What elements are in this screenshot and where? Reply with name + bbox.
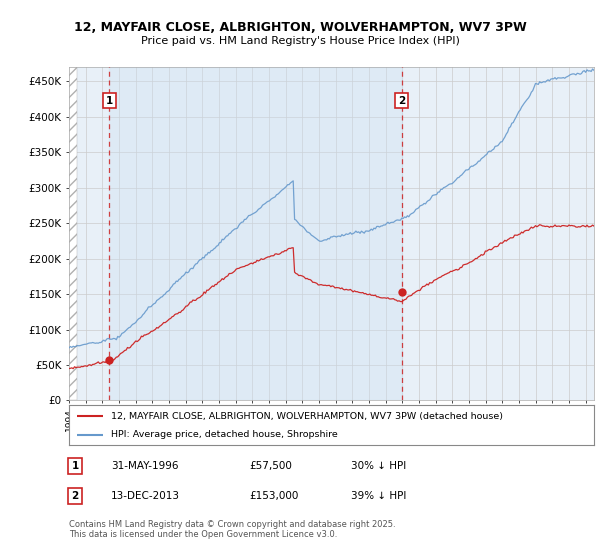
Text: 30% ↓ HPI: 30% ↓ HPI	[351, 461, 406, 471]
Bar	[109, 67, 401, 400]
Text: £153,000: £153,000	[249, 491, 298, 501]
Text: Price paid vs. HM Land Registry's House Price Index (HPI): Price paid vs. HM Land Registry's House …	[140, 36, 460, 46]
Text: 1: 1	[106, 96, 113, 105]
Text: Contains HM Land Registry data © Crown copyright and database right 2025.
This d: Contains HM Land Registry data © Crown c…	[69, 520, 395, 539]
Text: 12, MAYFAIR CLOSE, ALBRIGHTON, WOLVERHAMPTON, WV7 3PW (detached house): 12, MAYFAIR CLOSE, ALBRIGHTON, WOLVERHAM…	[111, 412, 503, 421]
Text: 13-DEC-2013: 13-DEC-2013	[111, 491, 180, 501]
Text: £57,500: £57,500	[249, 461, 292, 471]
Bar	[69, 67, 77, 400]
Text: 31-MAY-1996: 31-MAY-1996	[111, 461, 179, 471]
Text: 12, MAYFAIR CLOSE, ALBRIGHTON, WOLVERHAMPTON, WV7 3PW: 12, MAYFAIR CLOSE, ALBRIGHTON, WOLVERHAM…	[74, 21, 526, 34]
Text: 2: 2	[71, 491, 79, 501]
Text: 2: 2	[398, 96, 405, 105]
Text: 1: 1	[71, 461, 79, 471]
Text: 39% ↓ HPI: 39% ↓ HPI	[351, 491, 406, 501]
Text: HPI: Average price, detached house, Shropshire: HPI: Average price, detached house, Shro…	[111, 430, 338, 439]
